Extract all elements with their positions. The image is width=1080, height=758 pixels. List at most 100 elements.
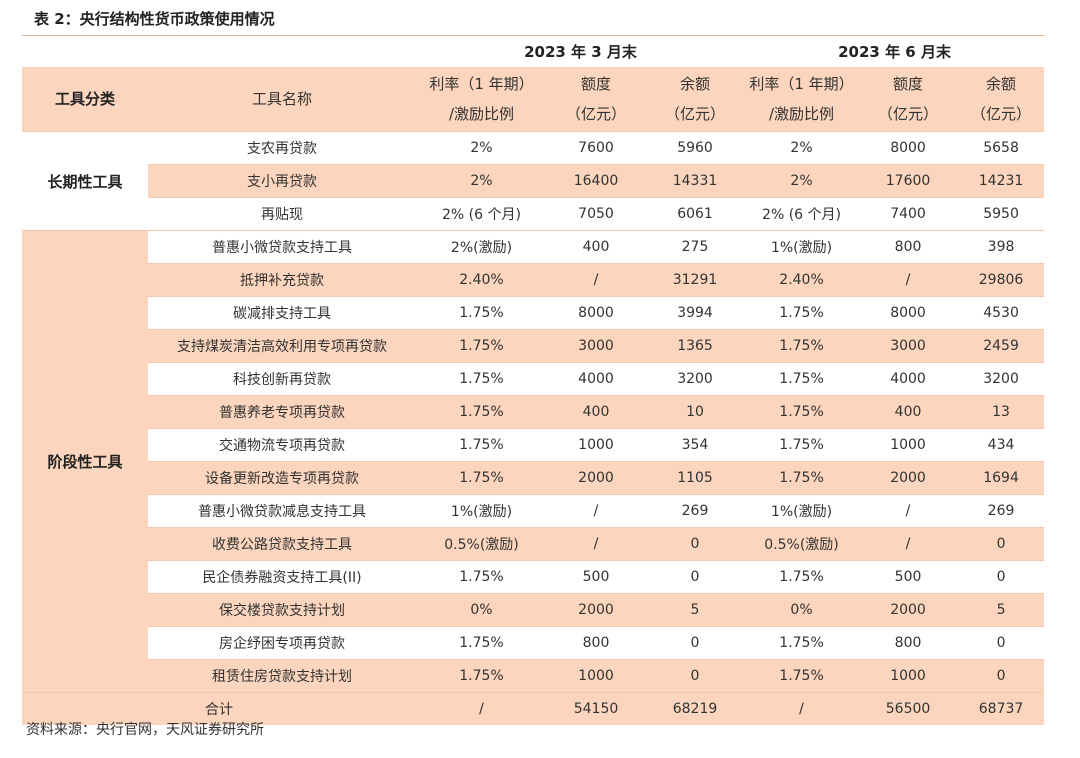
balance-cell-1: 1365	[645, 329, 746, 363]
rate-cell-2: 2%	[745, 164, 859, 198]
quota-cell-2: 2000	[858, 461, 959, 495]
rate-cell-2: 1%(激励)	[745, 494, 859, 528]
tool-name-cell: 抵押补充贷款	[148, 263, 416, 297]
balance-cell-2: 0	[958, 659, 1045, 693]
rate-cell-2: 1.75%	[745, 659, 859, 693]
quota-cell-2: 800	[858, 230, 959, 264]
rate-cell-1: 1.75%	[416, 362, 547, 396]
balance-cell-2: 0	[958, 527, 1045, 561]
balance-cell-2: 13	[958, 395, 1045, 429]
rate-cell-2: 1.75%	[745, 626, 859, 660]
source-note: 资料来源：央行官网，天风证券研究所	[26, 722, 264, 738]
quota-cell-1: 1000	[547, 659, 645, 693]
balance-cell-2: 5950	[958, 197, 1045, 231]
quota-cell-1: 2000	[547, 593, 645, 627]
rate-cell-1: 2.40%	[416, 263, 547, 297]
header-quota-2-line1: 额度	[893, 75, 924, 93]
period-label-2: 2023 年 6 月末	[838, 43, 951, 61]
period-header-row: 2023 年 3 月末 2023 年 6 月末	[22, 36, 1044, 67]
rate-cell-1: 0%	[416, 593, 547, 627]
balance-cell-1: 14331	[645, 164, 746, 198]
balance-cell-1: 0	[645, 560, 746, 594]
tool-name-cell: 收费公路贷款支持工具	[148, 527, 416, 561]
table-row: 碳减排支持工具 1.75% 8000 3994 1.75% 8000 4530	[22, 296, 1045, 330]
table-row: 科技创新再贷款 1.75% 4000 3200 1.75% 4000 3200	[22, 362, 1045, 396]
quota-cell-1: 8000	[547, 296, 645, 330]
rate-cell-2: 0.5%(激励)	[745, 527, 859, 561]
quota-cell-1: /	[547, 494, 645, 528]
tool-name-cell: 租赁住房贷款支持计划	[148, 659, 416, 693]
balance-cell-1: 1105	[645, 461, 746, 495]
balance-cell-2: 434	[958, 428, 1045, 462]
table-row: 阶段性工具 普惠小微贷款支持工具 2%(激励) 400 275 1%(激励) 800 398	[22, 230, 1045, 693]
quota-cell-2: 8000	[858, 296, 959, 330]
category-cell: 长期性工具	[22, 131, 148, 231]
tool-name-cell: 交通物流专项再贷款	[148, 428, 416, 462]
header-rate-1-line2: /激励比例	[448, 105, 515, 123]
header-balance-1-line1: 余额	[680, 75, 711, 93]
tool-name-cell: 科技创新再贷款	[148, 362, 416, 396]
header-quota-2-line2: （亿元）	[878, 105, 939, 123]
rate-cell-1: 1.75%	[416, 461, 547, 495]
rate-cell-1: 1.75%	[416, 395, 547, 429]
balance-cell-2: 3200	[958, 362, 1045, 396]
balance-cell-2: 5658	[958, 131, 1045, 165]
table-row: 再贴现 2% (6 个月) 7050 6061 2% (6 个月) 7400 5950	[22, 197, 1045, 231]
tool-name-cell: 普惠养老专项再贷款	[148, 395, 416, 429]
quota-cell-1: /	[547, 527, 645, 561]
quota-cell-2: 8000	[858, 131, 959, 165]
rate-cell-2: 1.75%	[745, 329, 859, 363]
header-quota-2: 额度 （亿元）	[858, 67, 959, 132]
rate-cell-1: 2%	[416, 131, 547, 165]
tool-name-cell: 设备更新改造专项再贷款	[148, 461, 416, 495]
rate-cell-1: 1%(激励)	[416, 494, 547, 528]
table-row: 抵押补充贷款 2.40%/31291 2.40%/29806	[22, 263, 1045, 297]
quota-cell-1: 7050	[547, 197, 645, 231]
rate-cell-2: 2%	[745, 131, 859, 165]
balance-cell-2: 269	[958, 494, 1045, 528]
quota-cell-2: 2000	[858, 593, 959, 627]
tool-name-cell: 民企债券融资支持工具(II)	[148, 560, 416, 594]
table-row: 普惠养老专项再贷款 1.75% 400 10 1.75% 400 13	[22, 395, 1045, 429]
rate-cell-2: 0%	[745, 593, 859, 627]
table-row: 租赁住房贷款支持计划 1.75% 1000 0 1.75% 1000 0	[22, 659, 1045, 693]
tool-name-cell: 支农再贷款	[148, 131, 416, 165]
total-balance-2: 68737	[958, 692, 1045, 725]
rate-cell-2: 2.40%	[745, 263, 859, 297]
quota-cell-1: 3000	[547, 329, 645, 363]
header-name: 工具名称	[148, 67, 416, 132]
balance-cell-1: 5	[645, 593, 746, 627]
header-balance-2-line2: （亿元）	[971, 105, 1032, 123]
quota-cell-2: 400	[858, 395, 959, 429]
rate-cell-2: 1.75%	[745, 428, 859, 462]
quota-cell-2: 1000	[858, 659, 959, 693]
header-balance-1-line2: （亿元）	[665, 105, 726, 123]
tool-name-cell: 房企纾困专项再贷款	[148, 626, 416, 660]
balance-cell-1: 31291	[645, 263, 746, 297]
tool-name-cell: 碳减排支持工具	[148, 296, 416, 330]
balance-cell-2: 0	[958, 560, 1045, 594]
policy-tools-table: 2023 年 3 月末 2023 年 6 月末 工具分类 工具名称 利率（1 年…	[22, 36, 1045, 725]
table-row: 收费公路贷款支持工具 0.5%(激励)/0 0.5%(激励)/0	[22, 527, 1045, 561]
rate-cell-2: 1.75%	[745, 560, 859, 594]
table-row: 民企债券融资支持工具(II) 1.75% 500 0 1.75% 500 0	[22, 560, 1045, 594]
quota-cell-2: /	[858, 527, 959, 561]
balance-cell-2: 0	[958, 626, 1045, 660]
table-row: 长期性工具 支农再贷款 2% 7600 5960 2% 8000 5658	[22, 131, 1045, 231]
rate-cell-1: 1.75%	[416, 659, 547, 693]
header-quota-1: 额度 （亿元）	[547, 67, 645, 132]
table-row: 支持煤炭清洁高效利用专项再贷款 1.75% 3000 1365 1.75% 3000 245…	[22, 329, 1045, 363]
balance-cell-2: 29806	[958, 263, 1045, 297]
total-rate-2: /	[745, 692, 859, 725]
header-rate-1-line1: 利率（1 年期）	[429, 75, 534, 93]
rate-cell-1: 1.75%	[416, 626, 547, 660]
table-row: 房企纾困专项再贷款 1.75% 800 0 1.75% 800 0	[22, 626, 1045, 660]
tool-name-cell: 普惠小微贷款减息支持工具	[148, 494, 416, 528]
quota-cell-1: 2000	[547, 461, 645, 495]
total-row: 合计/54150 68219/56500 68737	[22, 692, 1045, 725]
balance-cell-2: 2459	[958, 329, 1045, 363]
header-balance-1: 余额 （亿元）	[645, 67, 746, 132]
header-quota-1-line2: （亿元）	[565, 105, 626, 123]
total-label: 合计	[22, 692, 416, 725]
balance-cell-1: 0	[645, 626, 746, 660]
